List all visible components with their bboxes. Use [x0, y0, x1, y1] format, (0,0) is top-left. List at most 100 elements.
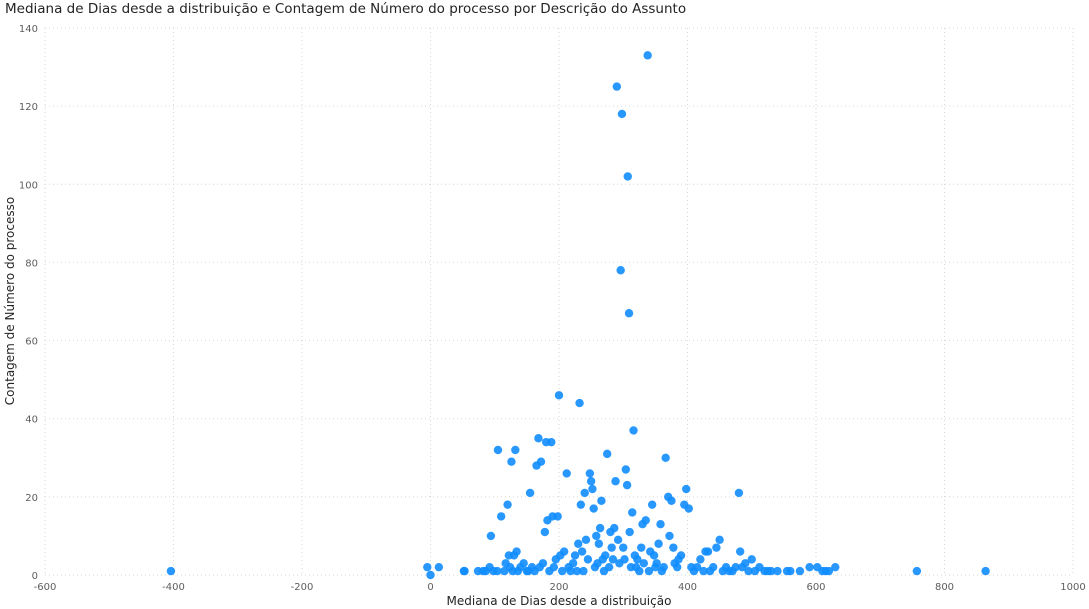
- data-point[interactable]: [519, 559, 528, 568]
- data-point[interactable]: [620, 555, 629, 564]
- data-point[interactable]: [684, 504, 693, 513]
- data-point[interactable]: [643, 51, 652, 60]
- data-point[interactable]: [766, 566, 776, 576]
- data-point[interactable]: [625, 527, 634, 537]
- data-point[interactable]: [641, 516, 650, 525]
- data-point[interactable]: [624, 309, 634, 318]
- data-point[interactable]: [536, 457, 546, 466]
- data-point[interactable]: [579, 566, 588, 576]
- data-point[interactable]: [673, 562, 682, 572]
- data-point[interactable]: [824, 566, 834, 576]
- data-point[interactable]: [166, 566, 176, 576]
- data-point[interactable]: [622, 480, 632, 490]
- data-point[interactable]: [699, 566, 708, 576]
- data-point[interactable]: [786, 566, 795, 576]
- data-point[interactable]: [540, 527, 550, 537]
- data-point[interactable]: [656, 520, 665, 529]
- data-point[interactable]: [586, 477, 596, 486]
- data-point[interactable]: [696, 555, 705, 564]
- data-point[interactable]: [635, 566, 644, 576]
- data-point[interactable]: [731, 562, 740, 572]
- data-point[interactable]: [562, 469, 571, 478]
- data-point[interactable]: [621, 465, 631, 474]
- data-point[interactable]: [709, 562, 718, 572]
- data-point[interactable]: [547, 437, 556, 447]
- data-point[interactable]: [538, 559, 548, 568]
- data-point[interactable]: [595, 523, 605, 533]
- data-point[interactable]: [580, 488, 589, 498]
- data-point[interactable]: [588, 484, 597, 494]
- data-point[interactable]: [734, 488, 744, 498]
- data-point[interactable]: [611, 477, 620, 486]
- data-point[interactable]: [652, 559, 661, 568]
- data-point[interactable]: [912, 566, 922, 576]
- data-point[interactable]: [612, 82, 622, 91]
- data-point[interactable]: [712, 543, 721, 552]
- data-point[interactable]: [617, 109, 627, 119]
- data-point[interactable]: [549, 562, 559, 572]
- data-point[interactable]: [597, 496, 606, 505]
- data-point[interactable]: [589, 504, 598, 513]
- data-point[interactable]: [566, 566, 575, 576]
- data-point[interactable]: [570, 551, 580, 560]
- data-point[interactable]: [604, 562, 614, 572]
- data-point[interactable]: [741, 559, 750, 568]
- data-point[interactable]: [507, 457, 516, 466]
- data-point[interactable]: [703, 547, 713, 556]
- data-point[interactable]: [503, 500, 512, 509]
- data-point[interactable]: [682, 484, 691, 494]
- data-point[interactable]: [486, 531, 496, 541]
- data-point[interactable]: [795, 566, 805, 576]
- data-point[interactable]: [601, 551, 610, 560]
- data-point[interactable]: [773, 566, 782, 576]
- data-point[interactable]: [735, 547, 745, 556]
- data-point[interactable]: [581, 535, 591, 545]
- data-point[interactable]: [512, 547, 521, 556]
- data-point[interactable]: [554, 391, 564, 400]
- data-point[interactable]: [534, 434, 543, 443]
- data-point[interactable]: [654, 539, 663, 548]
- data-point[interactable]: [594, 539, 604, 548]
- data-point[interactable]: [665, 531, 674, 541]
- data-point[interactable]: [639, 559, 649, 568]
- data-point[interactable]: [493, 445, 503, 455]
- data-point[interactable]: [574, 539, 583, 548]
- data-point[interactable]: [423, 562, 432, 572]
- data-point[interactable]: [525, 488, 535, 498]
- data-point[interactable]: [692, 562, 702, 572]
- data-point[interactable]: [619, 543, 628, 552]
- data-point[interactable]: [744, 566, 753, 576]
- data-point[interactable]: [676, 551, 686, 560]
- data-point[interactable]: [553, 512, 562, 521]
- data-point[interactable]: [715, 535, 724, 545]
- data-point[interactable]: [576, 500, 586, 509]
- data-point[interactable]: [613, 535, 623, 545]
- data-point[interactable]: [661, 453, 670, 462]
- data-point[interactable]: [607, 543, 616, 552]
- data-point[interactable]: [633, 555, 642, 564]
- data-point[interactable]: [629, 426, 638, 435]
- data-point[interactable]: [747, 555, 756, 564]
- data-point[interactable]: [610, 523, 619, 533]
- data-point[interactable]: [583, 555, 593, 564]
- data-point[interactable]: [628, 508, 637, 517]
- data-point[interactable]: [511, 445, 520, 455]
- data-point[interactable]: [577, 547, 587, 556]
- data-point[interactable]: [659, 562, 668, 572]
- data-point[interactable]: [558, 566, 567, 576]
- data-point[interactable]: [568, 559, 578, 568]
- data-point[interactable]: [572, 566, 582, 576]
- data-point[interactable]: [637, 543, 646, 552]
- data-point[interactable]: [559, 547, 569, 556]
- data-point[interactable]: [831, 562, 840, 572]
- data-point[interactable]: [647, 500, 657, 509]
- data-point[interactable]: [981, 566, 990, 576]
- data-point[interactable]: [669, 543, 678, 552]
- data-point[interactable]: [644, 566, 654, 576]
- data-point[interactable]: [460, 566, 469, 576]
- data-point[interactable]: [649, 551, 659, 560]
- data-point[interactable]: [616, 266, 625, 275]
- data-point[interactable]: [667, 496, 676, 505]
- data-point[interactable]: [592, 531, 601, 541]
- data-point[interactable]: [434, 562, 444, 572]
